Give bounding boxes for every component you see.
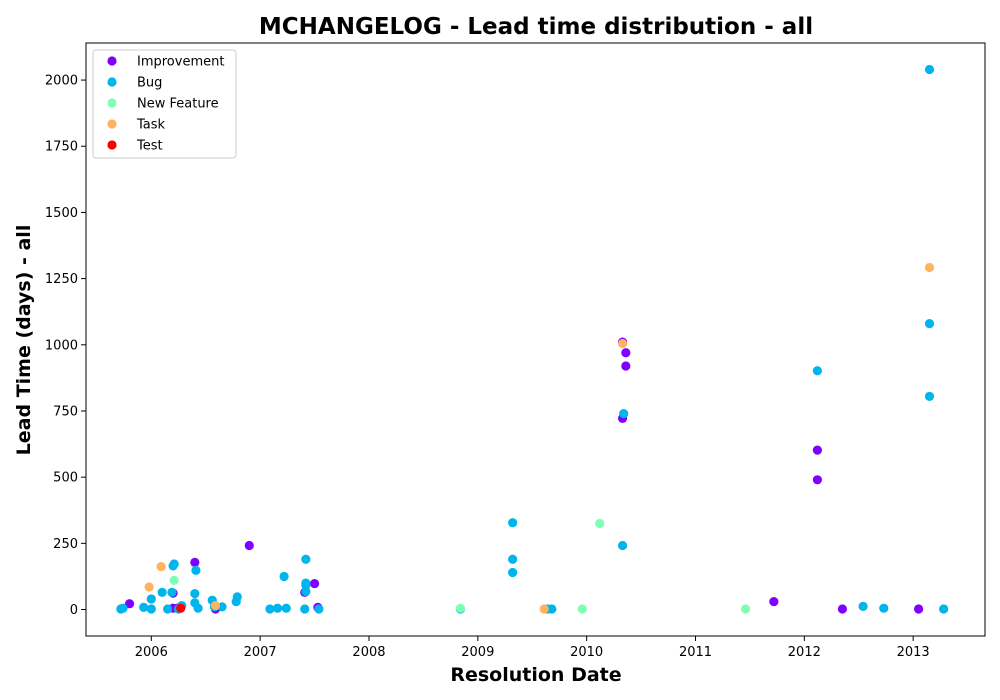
chart-title: MCHANGELOG - Lead time distribution - al… <box>259 14 813 40</box>
point-task <box>617 338 628 349</box>
x-tick-label: 2010 <box>570 645 603 660</box>
y-axis: 0 250 500 750 1000 1250 1500 1750 2000 <box>45 74 86 618</box>
point-improvement <box>812 445 822 455</box>
point-bug <box>619 409 629 419</box>
y-tick-label: 1250 <box>45 272 78 287</box>
point-improvement <box>190 557 200 568</box>
point-new-feature <box>455 603 466 613</box>
point-improvement <box>914 604 924 614</box>
point-bug <box>617 540 628 551</box>
point-bug <box>301 554 311 564</box>
legend-box <box>92 49 237 159</box>
legend-label-bug: Bug <box>137 76 162 91</box>
x-tick-label: 2007 <box>244 645 277 660</box>
point-task <box>210 600 221 611</box>
point-bug <box>146 604 156 614</box>
legend-label-improvement: Improvement <box>137 55 224 70</box>
point-improvement <box>309 578 320 589</box>
point-bug <box>281 603 291 613</box>
point-task <box>144 582 154 592</box>
y-tick-label: 250 <box>53 537 78 552</box>
y-tick-label: 1750 <box>45 140 78 155</box>
y-tick-label: 2000 <box>45 74 78 89</box>
point-bug <box>508 567 518 578</box>
point-new-feature <box>577 604 587 614</box>
point-bug <box>169 559 179 569</box>
y-axis-title: Lead Time (days) - all <box>13 225 35 456</box>
point-bug <box>508 554 518 564</box>
legend-label-test: Test <box>136 139 163 154</box>
point-bug <box>924 319 935 329</box>
point-bug <box>157 587 167 597</box>
point-improvement <box>244 540 254 551</box>
point-bug <box>193 603 203 613</box>
point-bug <box>879 603 889 613</box>
x-axis: 2006 2007 2008 2009 2010 2011 2012 2013 <box>135 636 930 660</box>
x-axis-title: Resolution Date <box>450 664 621 686</box>
point-improvement <box>124 599 135 609</box>
y-tick-label: 750 <box>53 404 78 419</box>
y-tick-label: 1000 <box>45 338 78 353</box>
point-bug <box>812 366 822 376</box>
point-bug <box>118 603 128 613</box>
point-bug <box>924 391 935 402</box>
point-bug <box>279 571 289 582</box>
point-bug <box>301 578 311 588</box>
data-points <box>116 64 949 614</box>
point-bug <box>939 604 949 614</box>
point-new-feature <box>740 604 751 614</box>
point-bug <box>232 592 242 602</box>
point-bug <box>858 601 868 611</box>
point-bug <box>272 603 283 613</box>
point-new-feature <box>595 518 605 529</box>
y-tick-label: 500 <box>53 471 78 486</box>
x-tick-label: 2009 <box>461 645 494 660</box>
point-bug <box>191 565 201 575</box>
point-bug <box>508 518 518 528</box>
point-task <box>156 562 166 572</box>
point-bug <box>190 589 200 599</box>
point-bug <box>301 586 311 597</box>
point-bug <box>924 64 935 75</box>
point-bug <box>139 602 149 613</box>
legend-label-task: Task <box>136 118 166 133</box>
point-bug <box>163 604 173 614</box>
legend-label-new-feature: New Feature <box>137 97 219 112</box>
point-task <box>539 604 549 614</box>
point-bug <box>265 604 275 614</box>
x-tick-label: 2013 <box>897 645 930 660</box>
point-bug <box>300 604 310 614</box>
legend-marker-improvement <box>107 56 117 66</box>
legend-marker-test <box>107 140 117 150</box>
point-bug <box>146 594 156 604</box>
point-task <box>924 262 935 273</box>
legend-marker-bug <box>107 77 117 87</box>
legend-marker-new-feature <box>107 98 117 108</box>
point-improvement <box>837 604 848 614</box>
point-improvement <box>769 596 779 607</box>
x-tick-label: 2011 <box>679 645 712 660</box>
y-tick-label: 0 <box>70 603 78 618</box>
x-tick-label: 2012 <box>788 645 821 660</box>
point-improvement <box>812 475 822 485</box>
point-improvement <box>621 348 631 358</box>
point-bug <box>547 604 557 614</box>
point-bug <box>314 604 324 614</box>
legend: Improvement Bug New Feature Task Test <box>92 49 237 159</box>
point-new-feature <box>169 575 179 586</box>
point-improvement <box>621 361 631 371</box>
legend-marker-task <box>107 119 117 129</box>
point-test <box>176 603 186 613</box>
x-tick-label: 2006 <box>135 645 168 660</box>
point-bug <box>167 587 177 597</box>
y-tick-label: 1500 <box>45 206 78 221</box>
x-tick-label: 2008 <box>352 645 385 660</box>
